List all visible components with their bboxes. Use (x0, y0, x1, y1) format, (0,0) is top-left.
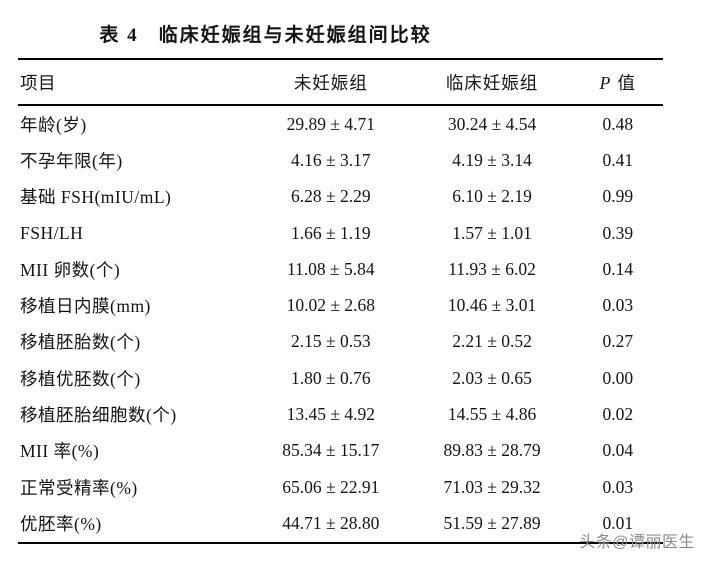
row-pregnant-value: 6.10 ± 2.19 (452, 186, 532, 207)
row-item-label: FSH/LH (20, 222, 84, 243)
table-row: 移植胚胎细胞数(个) 13.45 ± 4.92 14.55 ± 4.86 0.0… (18, 396, 663, 432)
row-item-label: MII 卵数(个) (20, 259, 121, 280)
row-nonpregnant-value: 13.45 ± 4.92 (286, 404, 375, 425)
row-p-value: 0.99 (602, 186, 634, 207)
table-row: 基础 FSH(mIU/mL) 6.28 ± 2.29 6.10 ± 2.19 0… (18, 179, 663, 215)
table-row: MII 卵数(个) 11.08 ± 5.84 11.93 ± 6.02 0.14 (18, 251, 663, 287)
row-p-value: 0.00 (602, 367, 634, 388)
row-item-label: 移植胚胎细胞数(个) (20, 405, 177, 426)
row-item-label: 基础 FSH(mIU/mL) (20, 187, 172, 208)
row-pregnant-value: 1.57 ± 1.01 (452, 222, 532, 243)
table-title: 临床妊娠组与未妊娠组间比较 (158, 25, 432, 46)
row-nonpregnant-value: 6.28 ± 2.29 (291, 186, 371, 207)
row-p-value: 0.03 (602, 476, 634, 497)
row-nonpregnant-value: 2.15 ± 0.53 (291, 331, 371, 352)
row-pregnant-value: 4.19 ± 3.14 (452, 149, 532, 170)
table-row: 移植胚胎数(个) 2.15 ± 0.53 2.21 ± 0.52 0.27 (18, 324, 663, 360)
row-item-label: 年龄(岁) (20, 114, 87, 135)
row-nonpregnant-value: 65.06 ± 22.91 (282, 476, 380, 497)
table-row: 移植优胚数(个) 1.80 ± 0.76 2.03 ± 0.65 0.00 (18, 360, 663, 396)
table-number: 表 4 (99, 25, 139, 46)
table-row: 移植日内膜(mm) 10.02 ± 2.68 10.46 ± 3.01 0.03 (18, 287, 663, 323)
p-label: 值 (617, 72, 636, 93)
row-item-label: 移植胚胎数(个) (20, 332, 141, 353)
row-pregnant-value: 11.93 ± 6.02 (448, 258, 536, 279)
row-p-value: 0.27 (602, 331, 634, 352)
row-pregnant-value: 89.83 ± 28.79 (443, 440, 541, 461)
row-pregnant-value: 30.24 ± 4.54 (447, 113, 537, 134)
row-item-label: MII 率(%) (20, 441, 100, 462)
watermark: 头条@谭丽医生 (579, 534, 695, 551)
table-row: 正常受精率(%) 65.06 ± 22.91 71.03 ± 29.32 0.0… (18, 469, 663, 505)
row-pregnant-value: 2.03 ± 0.65 (452, 367, 532, 388)
row-pregnant-value: 51.59 ± 27.89 (443, 512, 541, 533)
header-nonpregnant-group: 未妊娠组 (250, 59, 412, 106)
row-nonpregnant-value: 44.71 ± 28.80 (282, 512, 380, 533)
row-p-value: 0.41 (602, 149, 634, 170)
row-item-label: 正常受精率(%) (20, 477, 138, 498)
header-pregnant-group: 临床妊娠组 (411, 59, 573, 106)
row-item-label: 优胚率(%) (20, 513, 102, 534)
row-p-value: 0.48 (602, 113, 634, 134)
row-p-value: 0.01 (602, 512, 634, 533)
table-row: MII 率(%) 85.34 ± 15.17 89.83 ± 28.79 0.0… (18, 433, 663, 469)
row-nonpregnant-value: 11.08 ± 5.84 (286, 258, 375, 279)
row-p-value: 0.02 (602, 404, 634, 425)
row-pregnant-value: 10.46 ± 3.01 (447, 295, 537, 316)
p-symbol: P (599, 72, 612, 93)
row-nonpregnant-value: 85.34 ± 15.17 (282, 440, 380, 461)
row-nonpregnant-value: 1.66 ± 1.19 (291, 222, 371, 243)
row-pregnant-value: 71.03 ± 29.32 (443, 476, 541, 497)
row-item-label: 移植优胚数(个) (20, 368, 141, 389)
row-item-label: 移植日内膜(mm) (20, 296, 151, 317)
row-p-value: 0.39 (602, 222, 634, 243)
row-p-value: 0.03 (602, 295, 634, 316)
header-item: 项目 (18, 59, 251, 106)
table-row: 不孕年限(年) 4.16 ± 3.17 4.19 ± 3.14 0.41 (18, 142, 663, 178)
table-row: FSH/LH 1.66 ± 1.19 1.57 ± 1.01 0.39 (18, 215, 663, 251)
table-row: 优胚率(%) 44.71 ± 28.80 51.59 ± 27.89 0.01 (18, 505, 663, 542)
row-pregnant-value: 2.21 ± 0.52 (452, 331, 532, 352)
row-nonpregnant-value: 4.16 ± 3.17 (291, 149, 371, 170)
row-item-label: 不孕年限(年) (20, 150, 123, 171)
table-row: 年龄(岁) 29.89 ± 4.71 30.24 ± 4.54 0.48 (18, 105, 663, 142)
row-p-value: 0.04 (602, 440, 634, 461)
row-nonpregnant-value: 1.80 ± 0.76 (291, 367, 371, 388)
row-pregnant-value: 14.55 ± 4.86 (447, 404, 537, 425)
row-p-value: 0.14 (602, 258, 634, 279)
row-nonpregnant-value: 10.02 ± 2.68 (286, 295, 375, 316)
row-nonpregnant-value: 29.89 ± 4.71 (286, 113, 375, 134)
